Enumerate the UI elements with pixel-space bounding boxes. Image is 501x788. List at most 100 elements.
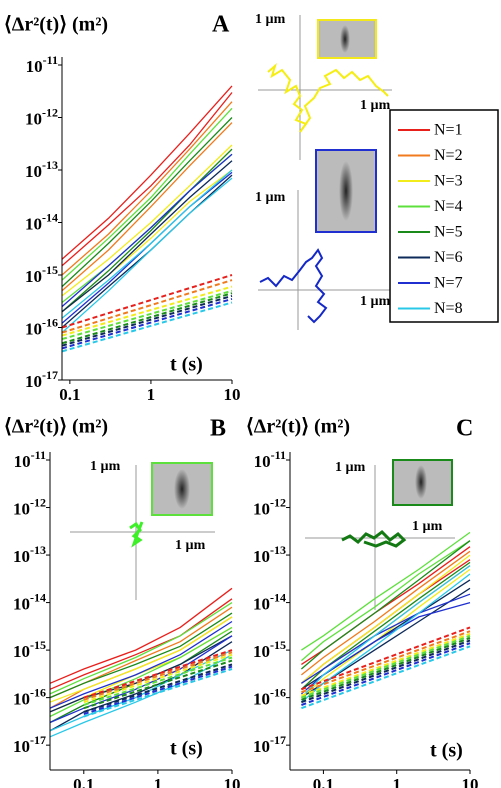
legend-box [389,109,499,323]
scale-label: 1 µm [255,12,286,27]
msd-line [300,565,471,699]
fit-line [61,292,233,345]
y-tick-label: 10-13 [13,543,46,566]
x-tick-label: 10 [462,775,479,788]
y-tick-label: 10-15 [13,638,46,661]
y-tick-label: 10-17 [13,733,46,756]
msd-line [49,635,233,713]
x-tick-label: 1 [147,385,156,404]
y-tick-label: 10-16 [13,685,46,708]
x-tick-label: 10 [224,775,241,788]
y-tick-label: 10-11 [26,53,58,76]
legend-label: N=7 [434,275,463,292]
y-axis-title: ⟨Δr²(t)⟩ (m²) [4,14,108,36]
scale-label: 1 µm [360,98,391,113]
fit-line [83,649,233,699]
y-tick-label: 10-16 [253,685,286,708]
inset-spot [339,161,353,221]
msd-line [61,144,233,297]
fit-line [83,656,233,706]
fit-line [61,294,233,347]
x-axis-title: t (s) [170,738,203,760]
msd-line [49,635,233,724]
msd-line [300,573,471,703]
inset-spot [174,469,190,509]
y-tick-label: 10-12 [253,495,286,518]
legend-label: N=1 [434,122,463,139]
inset-a1 [258,15,392,160]
msd-line [301,531,471,651]
trajectory [267,63,389,133]
msd-line [49,626,233,718]
msd-line [49,620,233,709]
msd-line [300,540,471,670]
msd-line [61,85,233,260]
msd-line [61,174,233,328]
msd-line [49,641,233,732]
msd-line [49,649,233,732]
inset-b [70,462,215,600]
fit-line [61,274,233,329]
msd-line [49,612,233,699]
y-tick-label: 10-15 [25,263,58,286]
y-tick-label: 10-13 [253,543,286,566]
y-tick-label: 10-16 [25,315,58,338]
legend-label: N=4 [434,198,463,215]
trajectory [259,248,328,324]
msd-line [49,598,233,690]
legend-label: N=3 [434,173,463,190]
fit-line [61,289,233,341]
scale-label: 1 µm [412,519,443,534]
msd-line [301,587,471,699]
fit-line [61,297,233,350]
msd-line [61,160,233,313]
x-tick-label: 0.1 [59,385,80,404]
y-tick-label: 10-17 [253,733,286,756]
msd-line [49,602,233,695]
fit-line [83,668,233,718]
msd-line [300,554,471,684]
fit-line [61,301,233,353]
inset-spot [340,25,350,53]
msd-line [61,122,233,292]
y-tick-label: 10-13 [25,158,58,181]
fit-line [301,637,471,701]
trajectory [341,530,407,548]
msd-line [49,616,233,703]
y-tick-label: 10-14 [13,590,46,613]
x-tick-label: 0.1 [313,775,334,788]
msd-line [300,550,471,676]
fit-line [83,663,233,713]
fit-line [301,639,471,704]
y-tick-label: 10-14 [25,210,58,233]
y-tick-label: 10-17 [25,368,58,391]
y-tick-label: 10-11 [254,448,286,471]
fit-line [61,285,233,337]
y-axis-title: ⟨Δr²(t)⟩ (m²) [4,416,108,438]
x-tick-label: 1 [392,775,401,788]
x-tick-label: 10 [224,385,241,404]
inset-spot [415,465,427,499]
msd-line [61,169,233,319]
scale-label: 1 µm [335,460,366,475]
legend-label: N=2 [434,147,463,164]
y-tick-label: 10-12 [25,105,58,128]
fit-line [301,634,471,699]
x-tick-label: 1 [154,775,163,788]
panel-letter: B [210,416,226,442]
y-tick-label: 10-12 [13,495,46,518]
fit-line [301,626,471,691]
panel-letter: C [456,416,473,442]
fit-line [301,645,471,710]
scale-label: 1 µm [90,459,121,474]
legend-label: N=5 [434,224,463,241]
fit-line [301,630,471,694]
scale-label: 1 µm [255,190,286,205]
msd-line [61,92,233,267]
panel-letter: A [212,12,230,38]
y-tick-label: 10-15 [253,638,286,661]
fit-line [301,632,471,697]
scale-label: 1 µm [360,294,391,309]
fit-line [83,665,233,716]
